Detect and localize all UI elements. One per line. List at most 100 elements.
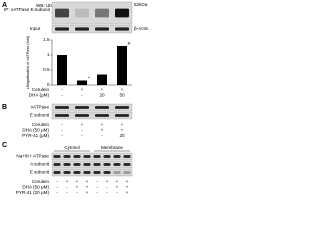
condition-sign: + bbox=[106, 179, 109, 184]
panel-letter: C bbox=[2, 142, 7, 149]
condition-sign: + bbox=[81, 87, 84, 92]
band bbox=[103, 155, 111, 158]
wb-label: WB: Ub bbox=[36, 3, 52, 8]
band-label: β-Actin bbox=[134, 26, 149, 31]
band bbox=[115, 114, 129, 117]
condition-sign: + bbox=[76, 179, 79, 184]
condition-label: DHA (μM) bbox=[29, 93, 50, 98]
condition-sign: - bbox=[81, 128, 83, 133]
band bbox=[123, 155, 131, 158]
input-label: Input bbox=[30, 26, 41, 31]
y-tick-label: 0.5 bbox=[43, 67, 50, 72]
condition-sign: - bbox=[61, 133, 63, 138]
condition-label: DHA (50 μM) bbox=[22, 185, 49, 190]
condition-sign: - bbox=[66, 190, 68, 195]
band-label: A subunit bbox=[30, 162, 50, 167]
condition-sign: - bbox=[61, 122, 63, 127]
band bbox=[83, 155, 91, 158]
band bbox=[63, 155, 71, 158]
condition-label: Cerulein bbox=[32, 87, 50, 92]
band bbox=[113, 163, 121, 166]
condition-sign: - bbox=[96, 190, 98, 195]
condition-sign: - bbox=[56, 179, 58, 184]
band bbox=[103, 163, 111, 166]
bar bbox=[97, 74, 107, 85]
condition-sign: - bbox=[56, 190, 58, 195]
condition-sign: 50 bbox=[119, 93, 125, 98]
blot bbox=[51, 24, 133, 34]
condition-label: DHA (50 μM) bbox=[22, 128, 49, 133]
y-tick-label: 1 bbox=[47, 52, 50, 57]
fraction-label: Cytosol bbox=[64, 145, 79, 150]
band bbox=[55, 114, 69, 117]
band bbox=[95, 8, 109, 18]
band bbox=[63, 163, 71, 166]
condition-sign: + bbox=[76, 185, 79, 190]
condition-sign: + bbox=[101, 87, 104, 92]
band bbox=[73, 171, 81, 174]
significance-marker: # bbox=[128, 41, 131, 46]
band bbox=[93, 171, 101, 174]
kda-label: 52kDa bbox=[134, 2, 148, 7]
condition-sign: - bbox=[81, 133, 83, 138]
band bbox=[75, 106, 89, 109]
band bbox=[113, 155, 121, 158]
band bbox=[75, 114, 89, 117]
condition-sign: + bbox=[121, 128, 124, 133]
blot bbox=[51, 152, 133, 161]
condition-sign: + bbox=[121, 122, 124, 127]
band bbox=[55, 106, 69, 109]
condition-sign: + bbox=[116, 179, 119, 184]
condition-sign: - bbox=[101, 133, 103, 138]
condition-sign: + bbox=[86, 185, 89, 190]
condition-sign: + bbox=[126, 185, 129, 190]
blot bbox=[51, 168, 133, 177]
band bbox=[53, 163, 61, 166]
condition-label: PYR-41 (20 μM) bbox=[16, 190, 50, 195]
bar bbox=[117, 46, 127, 85]
condition-sign: 20 bbox=[99, 93, 105, 98]
condition-label: PYR-41 (μM) bbox=[22, 133, 49, 138]
condition-sign: - bbox=[106, 185, 108, 190]
band bbox=[63, 171, 71, 174]
panel-letter: A bbox=[2, 2, 7, 9]
condition-sign: + bbox=[66, 179, 69, 184]
condition-sign: + bbox=[81, 122, 84, 127]
bar bbox=[57, 55, 67, 85]
y-tick-label: 0 bbox=[47, 82, 50, 87]
band bbox=[93, 155, 101, 158]
band bbox=[123, 171, 131, 174]
band bbox=[95, 27, 109, 31]
band-label: vATPase bbox=[31, 105, 50, 110]
condition-sign: - bbox=[116, 190, 118, 195]
fraction-label: Membrane bbox=[101, 145, 123, 150]
condition-sign: + bbox=[101, 122, 104, 127]
y-tick-label: 1.5 bbox=[43, 37, 50, 42]
band bbox=[83, 171, 91, 174]
condition-sign: - bbox=[61, 93, 63, 98]
condition-sign: + bbox=[86, 179, 89, 184]
significance-marker: * bbox=[88, 76, 90, 81]
blot bbox=[51, 103, 133, 112]
panel-letter: B bbox=[2, 104, 7, 111]
band bbox=[75, 8, 89, 18]
condition-sign: - bbox=[61, 128, 63, 133]
condition-sign: + bbox=[116, 185, 119, 190]
band bbox=[95, 106, 109, 109]
band bbox=[115, 8, 129, 18]
band bbox=[55, 27, 69, 31]
band-label: E subunit bbox=[30, 170, 50, 175]
band bbox=[115, 27, 129, 31]
condition-sign: - bbox=[56, 185, 58, 190]
condition-sign: - bbox=[66, 185, 68, 190]
condition-label: Cerulein bbox=[32, 179, 50, 184]
condition-label: Cerulein bbox=[32, 122, 50, 127]
band bbox=[113, 171, 121, 174]
band bbox=[115, 106, 129, 109]
condition-sign: - bbox=[76, 190, 78, 195]
condition-sign: - bbox=[96, 185, 98, 190]
condition-sign: + bbox=[101, 128, 104, 133]
condition-sign: - bbox=[81, 93, 83, 98]
condition-sign: - bbox=[96, 179, 98, 184]
